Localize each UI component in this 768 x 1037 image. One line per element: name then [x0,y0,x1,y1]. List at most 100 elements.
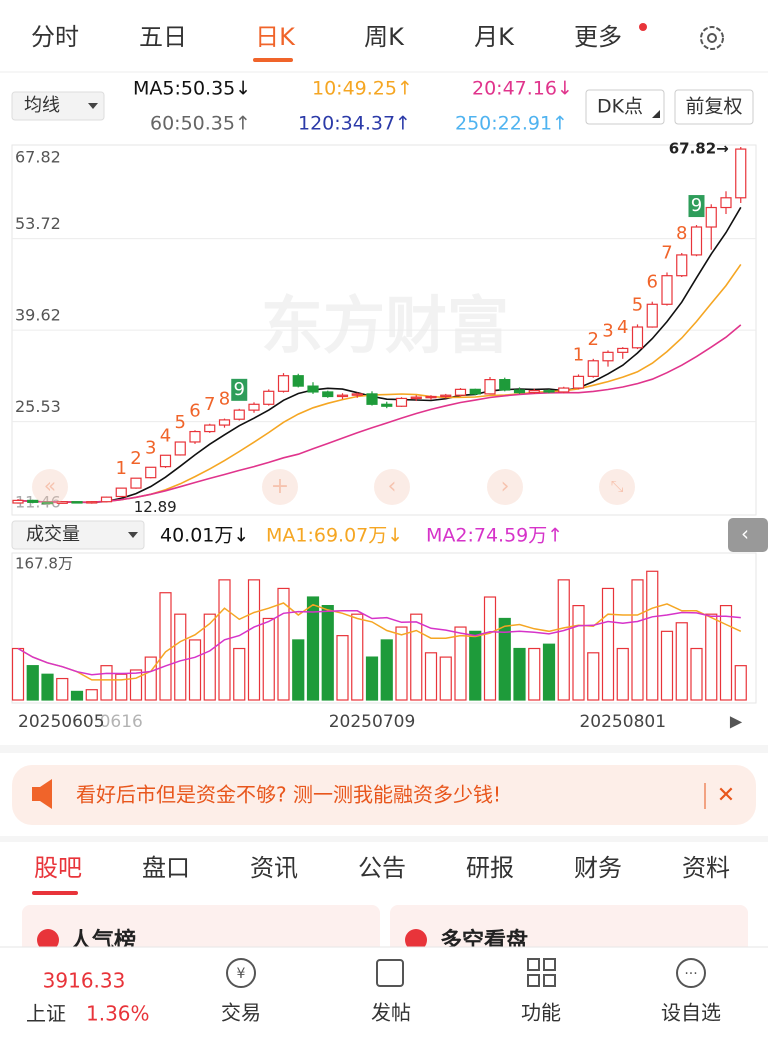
period-tab[interactable]: 五日 [139,23,187,51]
candle-body [381,403,393,407]
candle-body [543,390,555,393]
candle-body [56,501,68,504]
volume-bar [351,613,364,701]
svg-text:⤡: ⤡ [611,477,624,496]
volume-bar [528,647,541,701]
volume-ma-line [17,602,742,681]
nav-item[interactable]: 功能 [521,1001,561,1025]
low-label: 12.89 [134,498,177,516]
volume-values: 40.01万↓ MA1:69.07万↓ MA2:74.59万↑ [160,525,563,547]
dk-signal: 7 [661,242,672,263]
spacer [0,836,768,842]
dk-signal: 2 [130,448,141,469]
candle-body [646,303,658,328]
candle-body [735,148,747,199]
x-tick-label: 20250605 [18,712,105,732]
candle-body [41,501,54,505]
svg-text:«: « [44,474,56,498]
volume-frame [11,552,757,704]
nav-item[interactable]: 发帖 [371,1001,411,1025]
volume-bar [70,690,84,701]
volume-value: 40.01万↓ [160,525,249,547]
volume-bar [557,579,570,701]
banner-close[interactable]: ✕ [717,783,735,808]
period-tab[interactable]: 日K [255,23,296,51]
candle-body [86,501,98,504]
dk-signal: 4 [617,317,628,338]
adjust-button-label: 前复权 [685,96,742,118]
section-tab[interactable]: 资讯 [250,854,298,882]
volume-selector[interactable] [11,520,145,550]
card-icon [405,929,427,951]
candle-body [263,390,275,405]
volume-bar [469,630,482,701]
volume-value: MA1:69.07万↓ [266,525,403,547]
adjust-button[interactable] [674,89,754,125]
candle-body [351,393,363,396]
candle-body [204,424,216,433]
ma-line [17,206,742,504]
chart-nav-icons: « + ‹ › ⤡ [32,469,635,505]
volume-bar [292,639,305,701]
section-tab[interactable]: 股吧 [34,854,82,882]
high-label: 67.82→ [669,140,729,158]
volume-bar [542,643,556,701]
section-tab[interactable]: 盘口 [142,854,190,882]
scroll-right[interactable]: ▶ [730,712,743,731]
period-tab[interactable]: 周K [364,23,405,51]
ma-value: 10:49.25↑ [312,78,413,100]
dk-signal: 8 [676,223,687,244]
dk-button[interactable] [585,89,665,125]
section-tab[interactable]: 研报 [466,854,514,882]
index-change: 1.36% [86,1002,150,1026]
y-tick-label: 167.8万 [15,555,73,573]
ma-selector[interactable] [11,91,105,121]
period-tab[interactable]: 更多 [574,23,622,51]
volume-bar [159,592,172,701]
candle-body [454,388,467,396]
volume-bar [41,673,54,701]
candle-body [12,499,24,504]
section-tab[interactable]: 财务 [574,854,622,882]
bottom-nav: 交易 发帖 功能 设自选 [221,1001,721,1025]
svg-text:›: › [501,474,510,499]
candle-body [499,379,511,391]
card[interactable] [22,905,380,955]
volume-bar [424,652,438,701]
dk-signal: 6 [189,400,200,421]
period-tab[interactable]: 月K [474,23,515,51]
volume-bar [277,587,290,701]
y-tick-label: 25.53 [15,397,61,416]
candle-body [410,396,422,400]
settings-icon[interactable] [700,26,724,50]
volume-bar [336,635,349,701]
volume-bar [247,579,261,701]
card[interactable] [390,905,748,955]
candle-body [233,409,245,420]
candle-body [130,477,142,489]
volume-bar [129,669,143,701]
volume-bar [734,665,747,701]
volume-bar [454,626,467,701]
dk-signal: 9 [234,379,245,400]
promo-banner[interactable] [12,765,756,825]
candle-body [587,360,599,377]
volume-bar [262,617,275,701]
volume-bar [85,689,98,701]
volume-bar [601,587,615,701]
period-tab[interactable]: 分时 [31,23,79,51]
side-toggle[interactable] [728,518,768,552]
section-tab[interactable]: 资料 [682,854,730,882]
nav-item[interactable]: 交易 [221,1001,261,1025]
dk-signal: 8 [219,389,230,410]
nav-item[interactable]: 设自选 [661,1001,721,1025]
candle-body [277,375,290,392]
banner-text: 看好后市但是资金不够? 测一测我能融资多少钱! [76,783,501,807]
notice-dot [639,23,647,31]
candle-body [100,496,113,503]
volume-bar [483,596,497,701]
section-tab[interactable]: 公告 [358,854,406,882]
dk-signal: 7 [204,394,215,415]
volume-bar [587,652,600,701]
